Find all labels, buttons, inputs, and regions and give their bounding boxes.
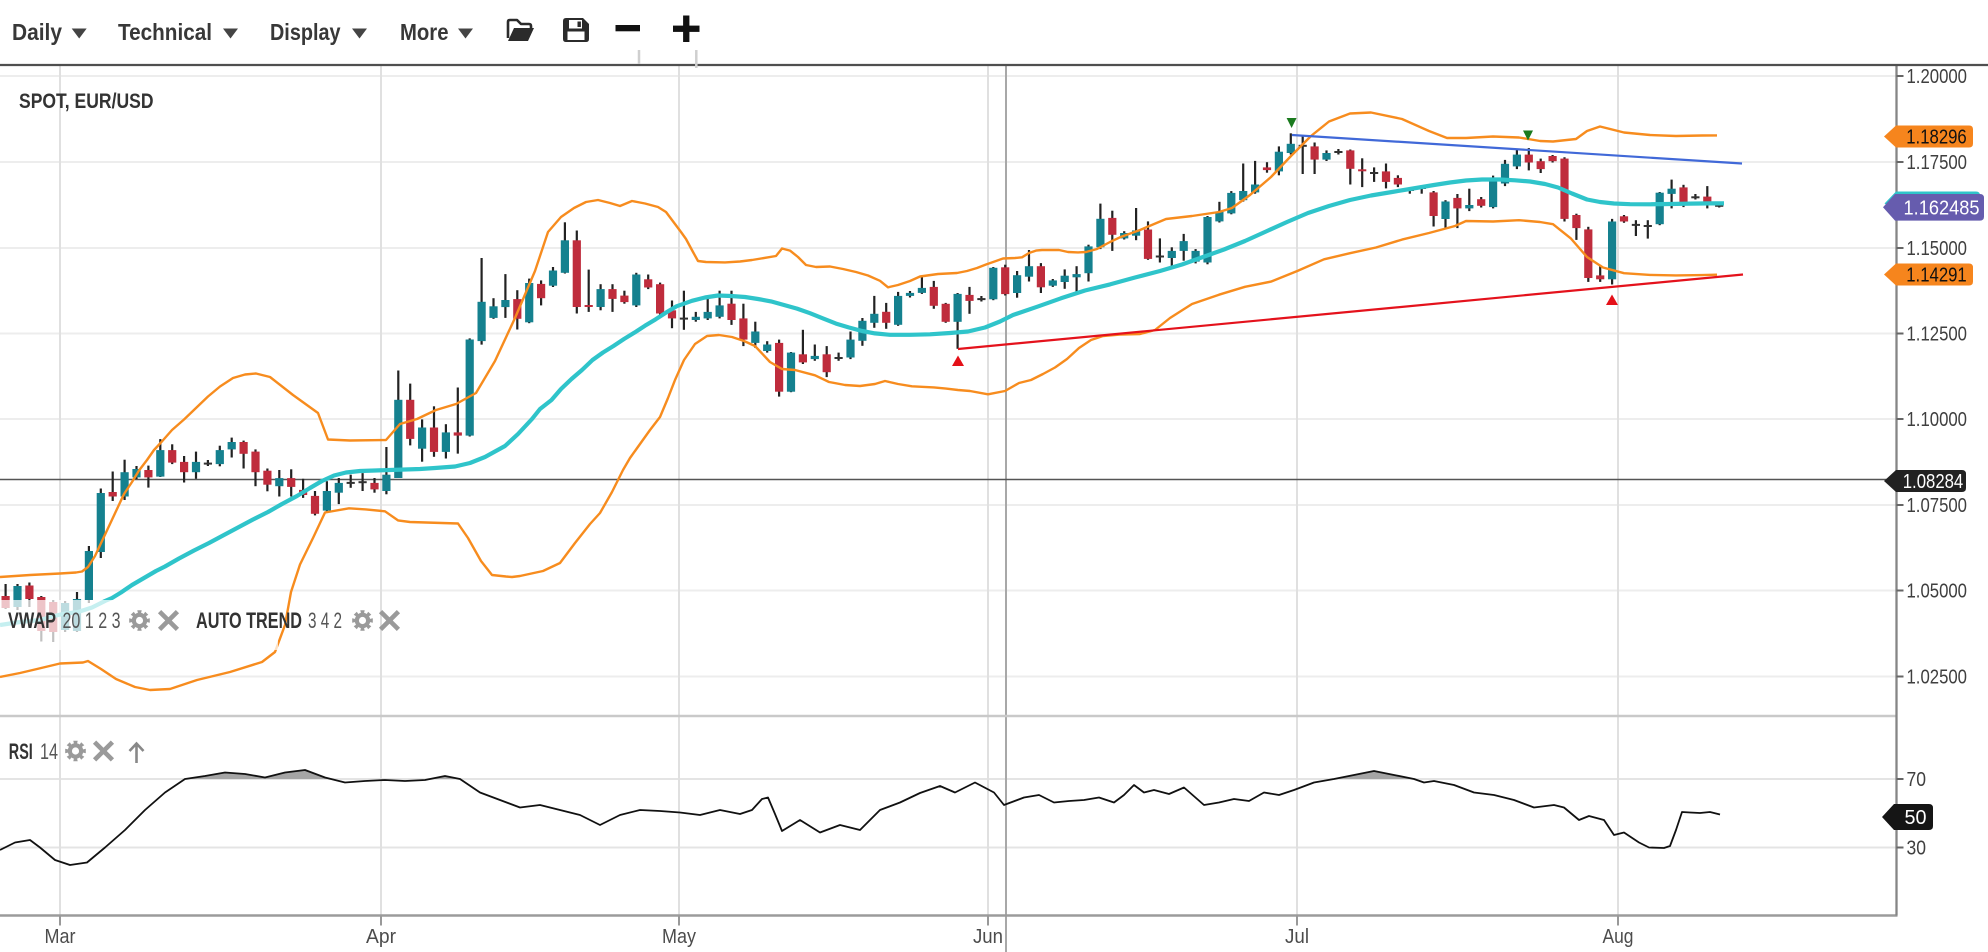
svg-text:1.05000: 1.05000 — [1907, 580, 1968, 603]
svg-text:Mar: Mar — [45, 925, 76, 948]
svg-text:1.07500: 1.07500 — [1907, 494, 1968, 517]
svg-text:RSI: RSI — [9, 739, 33, 764]
svg-text:Jul: Jul — [1285, 925, 1309, 948]
svg-text:Daily: Daily — [12, 19, 62, 45]
svg-text:20 1 2 3: 20 1 2 3 — [63, 608, 121, 633]
svg-text:1.14291: 1.14291 — [1906, 264, 1967, 287]
svg-text:1.08284: 1.08284 — [1903, 470, 1964, 493]
svg-text:Aug: Aug — [1603, 925, 1634, 948]
svg-text:1.02500: 1.02500 — [1907, 666, 1968, 689]
svg-text:30: 30 — [1907, 837, 1927, 860]
svg-text:50: 50 — [1905, 806, 1927, 829]
svg-text:Jun: Jun — [973, 925, 1003, 948]
svg-text:1.15000: 1.15000 — [1907, 237, 1968, 260]
svg-text:AUTO TREND: AUTO TREND — [196, 608, 302, 633]
svg-text:3 4 2: 3 4 2 — [308, 608, 342, 633]
svg-text:SPOT, EUR/USD: SPOT, EUR/USD — [19, 89, 154, 113]
svg-text:Display: Display — [270, 19, 341, 45]
svg-text:1.20000: 1.20000 — [1907, 65, 1968, 88]
svg-text:14: 14 — [40, 739, 58, 764]
svg-text:1.12500: 1.12500 — [1907, 323, 1968, 346]
svg-text:Apr: Apr — [366, 925, 396, 948]
svg-text:Technical: Technical — [118, 19, 212, 45]
svg-text:More: More — [400, 19, 449, 45]
svg-text:1.10000: 1.10000 — [1907, 408, 1968, 431]
svg-text:1.18296: 1.18296 — [1906, 126, 1967, 149]
svg-text:May: May — [662, 925, 697, 948]
svg-text:1.162485: 1.162485 — [1904, 196, 1980, 219]
svg-text:1.17500: 1.17500 — [1907, 151, 1968, 174]
svg-text:70: 70 — [1907, 768, 1927, 791]
svg-text:VWAP: VWAP — [8, 608, 56, 633]
